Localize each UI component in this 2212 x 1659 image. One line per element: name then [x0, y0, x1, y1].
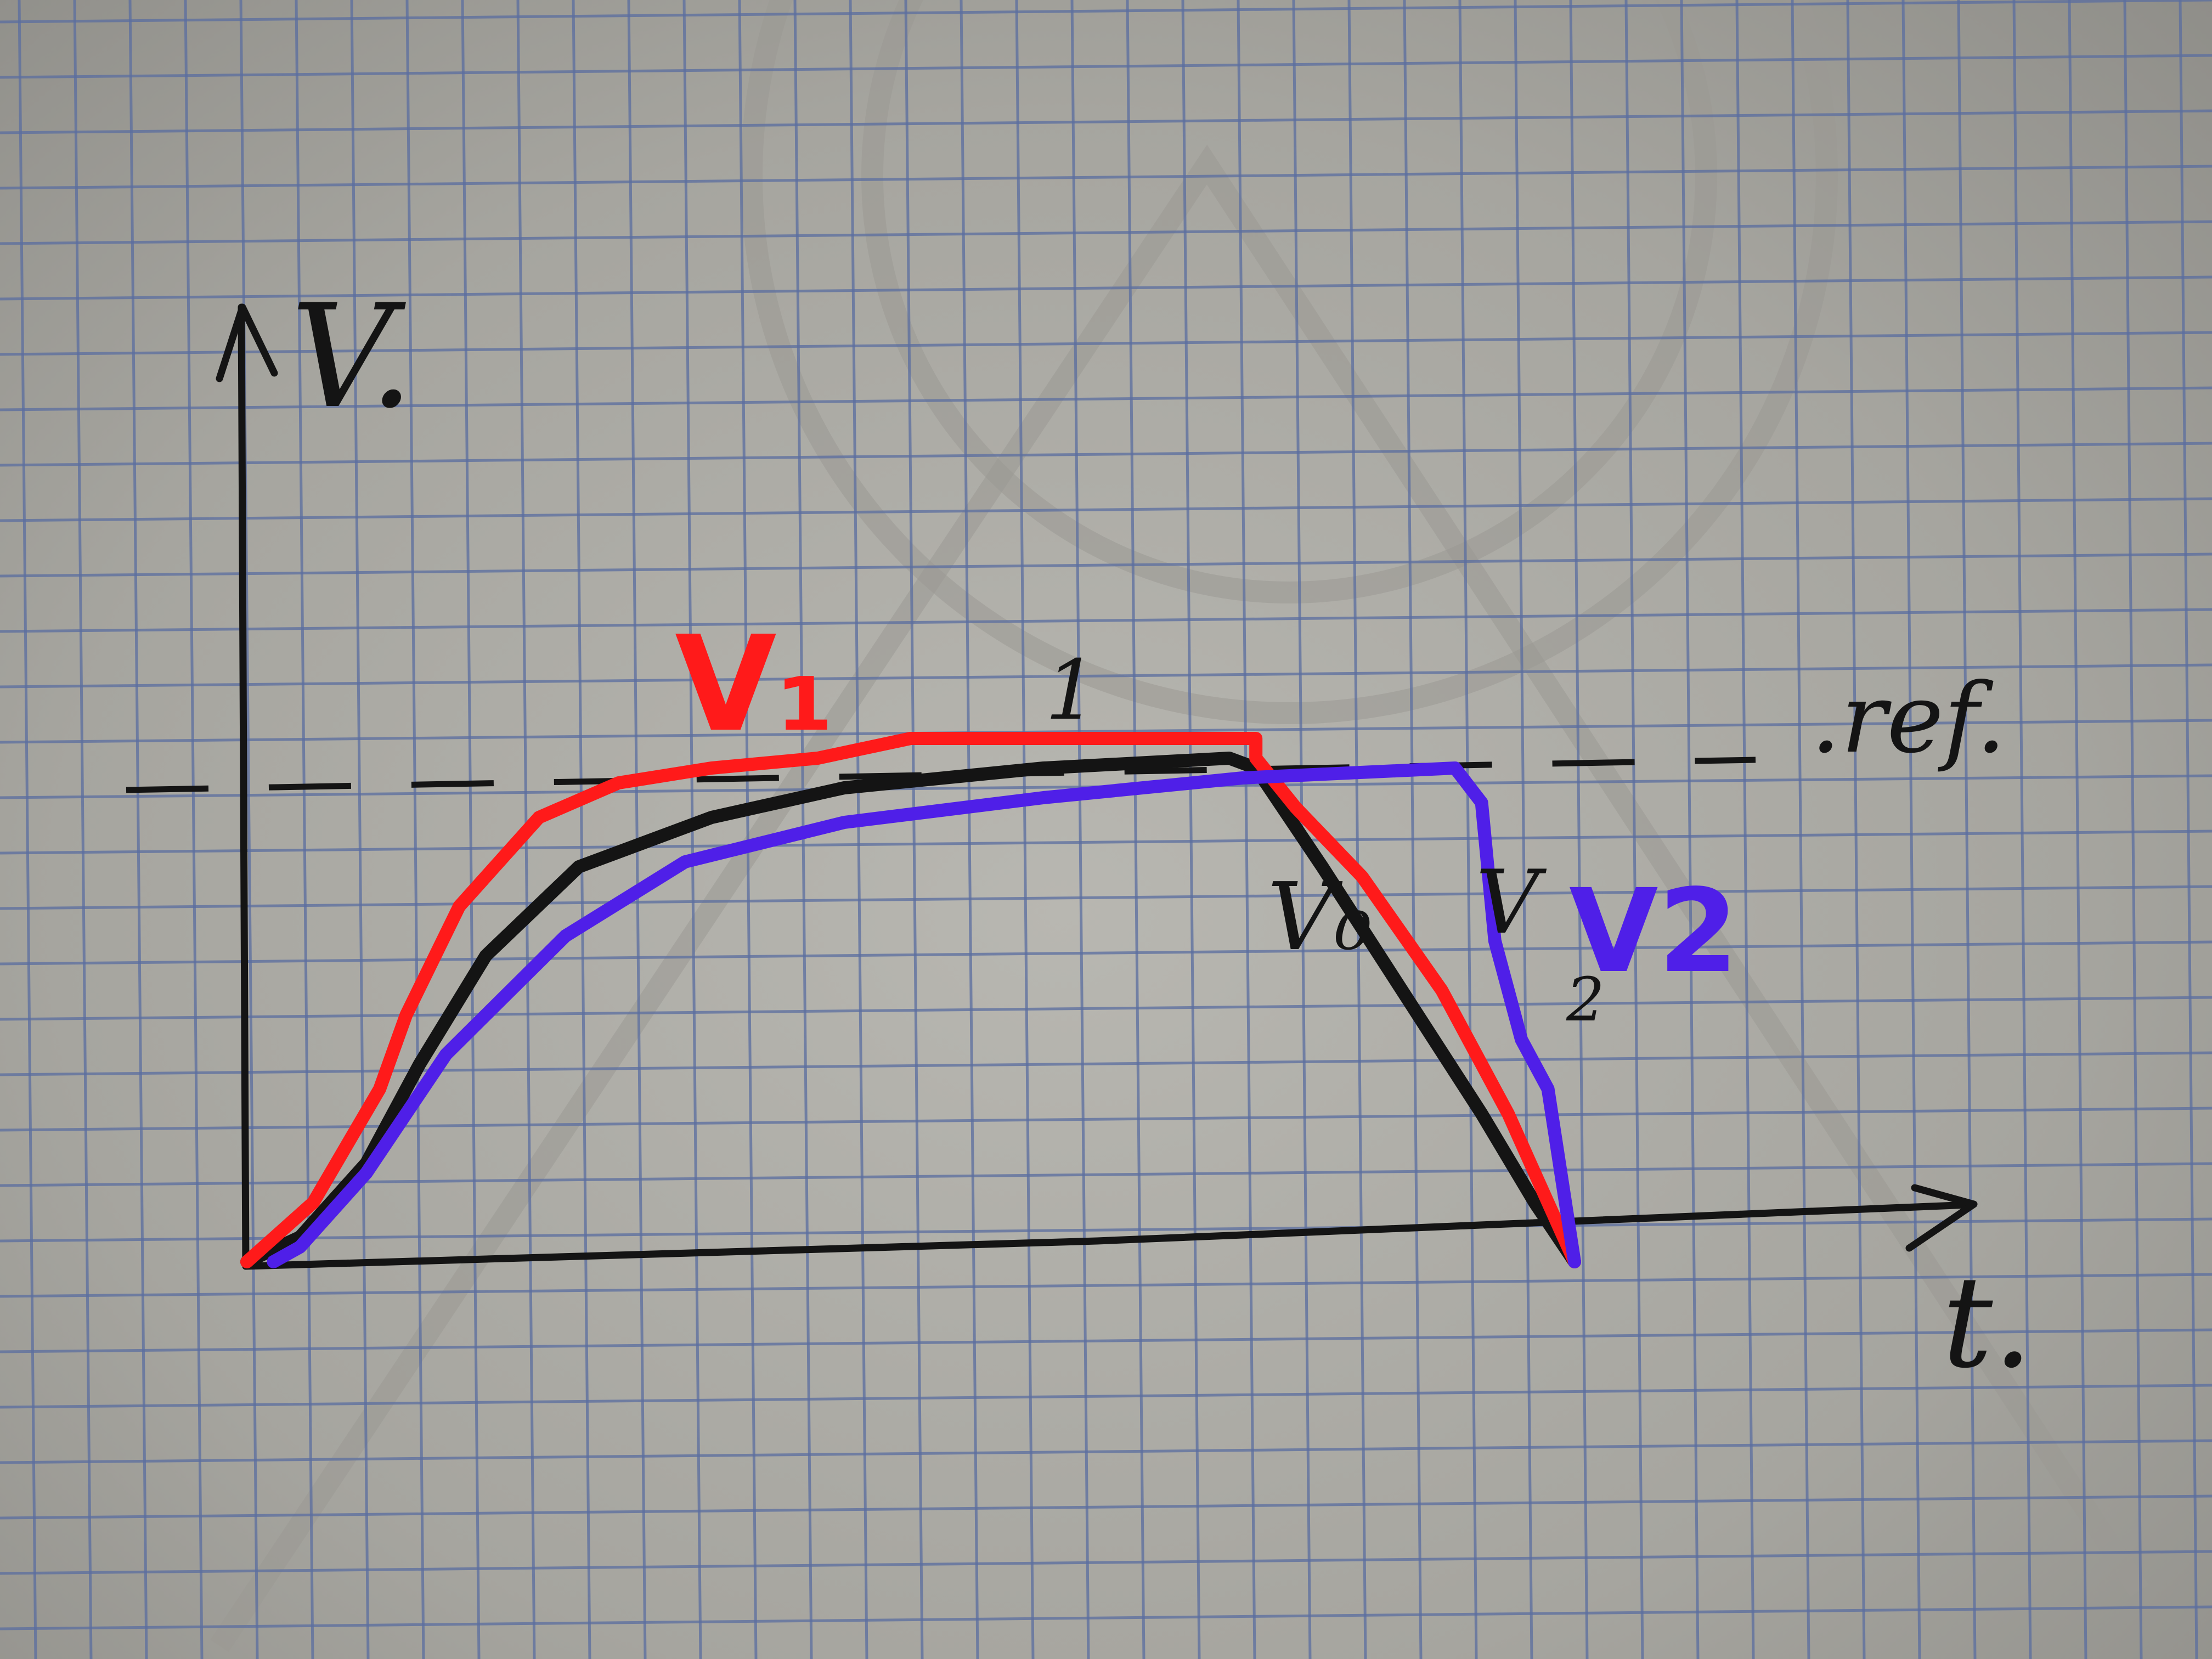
grid-line-horizontal — [0, 1107, 2212, 1132]
grid-line-horizontal — [0, 552, 2212, 578]
grid-line-vertical — [1126, 0, 1146, 1659]
series-annotation-v: V — [1476, 851, 1547, 953]
grid-line-horizontal — [0, 663, 2212, 689]
grid-line-vertical — [849, 0, 868, 1659]
grid-line-horizontal — [0, 165, 2212, 190]
series-line-v1 — [240, 732, 1581, 1268]
grid-line-vertical — [1458, 0, 1478, 1659]
grid-line-horizontal — [0, 1217, 2212, 1243]
grid-line-horizontal — [0, 1550, 2212, 1575]
reference-dashed-line — [126, 757, 1756, 793]
grid-line-vertical — [1569, 0, 1589, 1659]
grid-line-vertical — [1070, 0, 1090, 1659]
grid-line-vertical — [18, 0, 37, 1659]
grid-line-vertical — [1901, 0, 1921, 1659]
grid-line-vertical — [350, 0, 370, 1659]
grid-line-vertical — [184, 0, 204, 1659]
grid-line-vertical — [1514, 0, 1533, 1659]
grid-line-vertical — [904, 0, 924, 1659]
grid-line-vertical — [1347, 0, 1367, 1659]
grid-line-horizontal — [0, 442, 2212, 467]
grid-line-vertical — [2012, 0, 2032, 1659]
series-line-v0 — [240, 752, 1581, 1268]
grid-line-vertical — [1791, 0, 1810, 1659]
grid-line-horizontal — [0, 497, 2212, 522]
grid-line-horizontal — [0, 1494, 2212, 1520]
y-axis — [238, 303, 250, 1270]
grid-line-horizontal — [0, 54, 2212, 79]
grid-line-horizontal — [0, 1051, 2212, 1076]
grid-line-horizontal — [0, 0, 2212, 24]
grid-line-horizontal — [0, 331, 2212, 356]
grid-line-vertical — [461, 0, 481, 1659]
grid-line-horizontal — [0, 109, 2212, 134]
grid-line-horizontal — [0, 996, 2212, 1021]
grid-line-vertical — [2068, 0, 2087, 1659]
grid-line-vertical — [572, 0, 591, 1659]
grid-line-horizontal — [0, 1439, 2212, 1464]
grid-line-vertical — [295, 0, 314, 1659]
grid-line-vertical — [2123, 0, 2143, 1659]
y-axis-label: V. — [291, 274, 414, 440]
grid-line-vertical — [239, 0, 259, 1659]
grid-line-vertical — [960, 0, 979, 1659]
grid-line-horizontal — [0, 830, 2212, 855]
grid-line-vertical — [128, 0, 148, 1659]
grid-line-horizontal — [0, 608, 2212, 633]
grid-line-vertical — [1015, 0, 1035, 1659]
x-axis-arrowhead — [1905, 1184, 1978, 1252]
grid-line-vertical — [1181, 0, 1201, 1659]
grid-line-vertical — [2179, 0, 2198, 1659]
grid-line-horizontal — [0, 220, 2212, 245]
watermark-emblem — [210, 0, 2149, 1652]
grid-line-vertical — [627, 0, 647, 1659]
annotation-tick-1: 1 — [1045, 643, 1097, 738]
grid-line-vertical — [1846, 0, 1866, 1659]
series-label-v2: V2 — [1569, 864, 1739, 998]
grid-line-horizontal — [0, 940, 2212, 966]
grid-line-vertical — [1624, 0, 1644, 1659]
grid-line-vertical — [73, 0, 93, 1659]
reference-label: .ref. — [1810, 663, 2006, 775]
grid-line-horizontal — [0, 1605, 2212, 1630]
grid-line-vertical — [1957, 0, 1977, 1659]
grid-line-horizontal — [0, 275, 2212, 301]
grid-line-horizontal — [0, 719, 2212, 744]
series-label-v1: V₁ — [675, 607, 834, 761]
x-axis-label: t. — [1942, 1250, 2033, 1396]
grid-line-horizontal — [0, 885, 2212, 910]
series-annotation-v0: V₀ — [1267, 863, 1372, 972]
grid-line-horizontal — [0, 1162, 2212, 1187]
grid-line-vertical — [1735, 0, 1755, 1659]
series-line-v2 — [267, 761, 1581, 1268]
x-axis — [242, 1201, 1973, 1270]
grid-line-horizontal — [0, 386, 2212, 411]
grid-line-vertical — [405, 0, 425, 1659]
grid-line-horizontal — [0, 1384, 2212, 1409]
y-axis-arrowhead — [216, 303, 278, 382]
series-annotation-subscript-2: 2 — [1566, 964, 1605, 1035]
grid-line-horizontal — [0, 1273, 2212, 1298]
grid-line-vertical — [1403, 0, 1423, 1659]
grid-line-horizontal — [0, 1328, 2212, 1353]
grid-line-vertical — [738, 0, 758, 1659]
grid-line-vertical — [1680, 0, 1700, 1659]
grid-line-vertical — [1237, 0, 1256, 1659]
